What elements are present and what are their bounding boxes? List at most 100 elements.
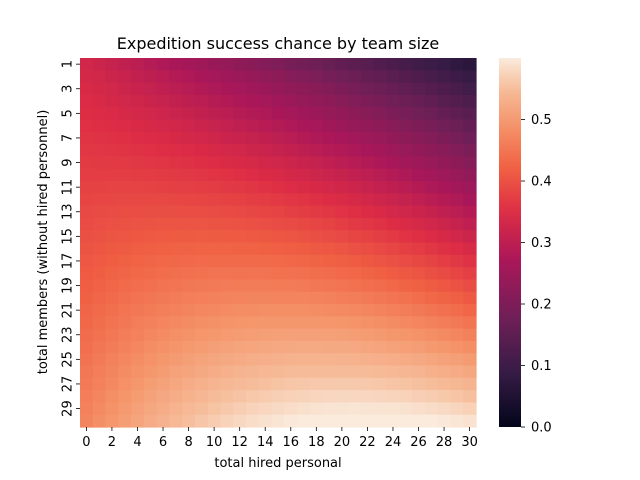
heatmap-cell: [92, 328, 107, 342]
heatmap-cell: [437, 316, 452, 330]
heatmap-cell: [169, 217, 183, 231]
heatmap-cell: [297, 144, 311, 157]
heatmap-cell: [335, 217, 349, 231]
heatmap-cell: [80, 340, 94, 354]
heatmap-cell: [207, 181, 222, 194]
heatmap-cell: [284, 144, 298, 157]
heatmap-cell: [399, 193, 413, 207]
heatmap-cell: [335, 82, 349, 96]
heatmap-cell: [424, 168, 439, 182]
heatmap-cell: [284, 156, 298, 170]
heatmap-cell: [182, 365, 196, 379]
heatmap-cell: [80, 119, 94, 133]
heatmap-cell: [309, 217, 324, 231]
heatmap-cell: [258, 193, 273, 207]
heatmap-cell: [309, 254, 324, 268]
heatmap-cell: [169, 58, 183, 71]
heatmap-cell: [156, 94, 171, 108]
heatmap-cell: [412, 291, 426, 305]
heatmap-cell: [80, 82, 94, 96]
x-tick-label: 30: [461, 435, 478, 450]
heatmap-cell: [233, 144, 247, 157]
heatmap-cell: [194, 181, 209, 194]
heatmap-cell: [80, 267, 94, 280]
heatmap-cell: [80, 230, 94, 244]
heatmap-cell: [271, 353, 285, 367]
heatmap-cell: [207, 230, 222, 244]
heatmap-cell: [373, 316, 388, 330]
heatmap-cell: [105, 328, 119, 342]
heatmap-cell: [105, 254, 119, 268]
y-tick-label: 21: [61, 302, 76, 319]
heatmap-cell: [143, 168, 158, 182]
heatmap-cell: [297, 414, 311, 428]
heatmap-cell: [92, 181, 107, 194]
heatmap-cell: [258, 119, 273, 133]
heatmap-cell: [284, 82, 298, 96]
heatmap-cell: [92, 217, 107, 231]
heatmap-cell: [309, 156, 324, 170]
heatmap-cell: [309, 131, 324, 145]
heatmap-cell: [156, 217, 171, 231]
heatmap-cell: [233, 414, 247, 428]
heatmap-cell: [156, 181, 171, 194]
heatmap-cell: [80, 353, 94, 367]
heatmap-cell: [297, 402, 311, 416]
heatmap-cell: [463, 156, 477, 170]
heatmap-cell: [207, 107, 222, 121]
heatmap-cell: [322, 193, 337, 207]
heatmap-cell: [258, 156, 273, 170]
heatmap-cell: [80, 144, 94, 157]
heatmap-cell: [92, 230, 107, 244]
heatmap-cell: [92, 131, 107, 145]
heatmap-cell: [463, 390, 477, 403]
heatmap-cell: [450, 217, 464, 231]
heatmap-cell: [361, 230, 375, 244]
heatmap-cell: [92, 267, 107, 280]
heatmap-cell: [220, 402, 234, 416]
heatmap-cell: [450, 144, 464, 157]
heatmap-cell: [373, 254, 388, 268]
heatmap-cell: [373, 353, 388, 367]
heatmap-cell: [463, 205, 477, 219]
heatmap-cell: [246, 131, 260, 145]
heatmap-cell: [373, 304, 388, 317]
heatmap-cell: [105, 217, 119, 231]
heatmap-cell: [194, 304, 209, 317]
heatmap-cell: [450, 193, 464, 207]
heatmap-cell: [118, 377, 132, 391]
heatmap-cell: [437, 402, 452, 416]
heatmap-cell: [233, 82, 247, 96]
heatmap-cell: [284, 94, 298, 108]
heatmap-cell: [373, 205, 388, 219]
heatmap-cell: [156, 316, 171, 330]
colorbar-tick-label: 0.1: [531, 359, 552, 374]
heatmap-cell: [207, 217, 222, 231]
heatmap-cell: [246, 316, 260, 330]
heatmap-cell: [271, 82, 285, 96]
x-tick-label: 14: [257, 435, 274, 450]
heatmap-cell: [463, 365, 477, 379]
heatmap-cell: [143, 82, 158, 96]
heatmap-cell: [322, 267, 337, 280]
heatmap-cell: [143, 254, 158, 268]
heatmap-cell: [182, 291, 196, 305]
heatmap-cell: [322, 82, 337, 96]
heatmap-cell: [412, 107, 426, 121]
heatmap-cell: [105, 181, 119, 194]
heatmap-cell: [450, 131, 464, 145]
heatmap-cell: [424, 254, 439, 268]
heatmap-cell: [169, 328, 183, 342]
heatmap-cell: [143, 353, 158, 367]
heatmap-cell: [80, 58, 94, 71]
heatmap-cell: [118, 304, 132, 317]
heatmap-cell: [361, 94, 375, 108]
heatmap-cell: [220, 340, 234, 354]
heatmap-cell: [105, 390, 119, 403]
heatmap-cell: [169, 316, 183, 330]
heatmap-cell: [361, 267, 375, 280]
heatmap-cell: [322, 205, 337, 219]
heatmap-cell: [309, 58, 324, 71]
heatmap-cell: [463, 377, 477, 391]
heatmap-cell: [399, 217, 413, 231]
